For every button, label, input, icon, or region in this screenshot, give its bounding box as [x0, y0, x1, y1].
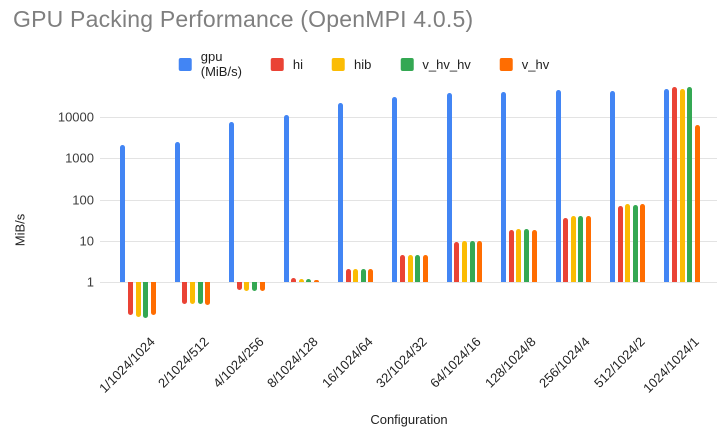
bar[interactable]: [469, 240, 475, 282]
legend-swatch-icon: [499, 57, 513, 71]
bar[interactable]: [555, 89, 561, 282]
legend-label: v_hv_hv: [422, 56, 471, 72]
bar[interactable]: [298, 278, 304, 282]
gridline: [100, 240, 717, 242]
bar[interactable]: [422, 255, 428, 282]
bar[interactable]: [531, 230, 537, 282]
bar[interactable]: [251, 282, 257, 292]
bar[interactable]: [189, 282, 195, 305]
bar[interactable]: [353, 269, 359, 282]
bar[interactable]: [523, 229, 529, 282]
bar[interactable]: [174, 142, 180, 282]
bar[interactable]: [236, 282, 242, 290]
x-axis-label: 128/1024/8: [481, 334, 539, 391]
bar[interactable]: [345, 268, 351, 282]
bar[interactable]: [120, 145, 126, 282]
bar[interactable]: [259, 282, 265, 291]
x-axis-label: 4/1024/256: [209, 334, 267, 391]
y-tick-label: 1000: [65, 150, 94, 166]
bar[interactable]: [632, 204, 638, 282]
bar[interactable]: [694, 124, 700, 282]
legend-item-gpu-mib-s-[interactable]: gpu (MiB/s): [178, 49, 242, 79]
x-axis-label: 512/1024/2: [590, 334, 648, 391]
bar[interactable]: [368, 268, 374, 282]
y-tick-label: 100: [72, 192, 94, 208]
bar[interactable]: [291, 278, 297, 282]
bar[interactable]: [399, 254, 405, 282]
bar[interactable]: [446, 93, 452, 282]
bar[interactable]: [283, 114, 289, 282]
bar[interactable]: [617, 205, 623, 282]
bar[interactable]: [687, 87, 693, 282]
bar[interactable]: [135, 282, 141, 318]
legend-swatch-icon: [400, 57, 414, 71]
y-tick-label: 10000: [57, 109, 94, 125]
bar[interactable]: [585, 215, 591, 282]
legend-label: v_hv: [521, 56, 550, 72]
legend-label: hib: [354, 56, 372, 72]
x-axis-label: 32/1024/32: [372, 334, 430, 391]
legend-item-hi[interactable]: hi: [270, 56, 304, 72]
bar[interactable]: [625, 204, 631, 282]
bar[interactable]: [306, 279, 312, 282]
bar[interactable]: [392, 97, 398, 282]
x-axis-label: 8/1024/128: [264, 334, 321, 391]
gridline: [100, 158, 717, 160]
bar[interactable]: [516, 229, 522, 282]
legend: gpu (MiB/s) hi hib v_hv_hv v_hv: [178, 49, 550, 79]
bar[interactable]: [563, 218, 569, 282]
bar[interactable]: [664, 88, 670, 282]
bar[interactable]: [671, 87, 677, 282]
bar[interactable]: [143, 282, 149, 318]
bar[interactable]: [407, 255, 413, 282]
bar[interactable]: [127, 282, 133, 315]
bar[interactable]: [508, 230, 514, 282]
bar[interactable]: [313, 280, 319, 282]
bar[interactable]: [501, 91, 507, 282]
gridline: [100, 282, 717, 283]
gridline: [100, 199, 717, 201]
bar[interactable]: [360, 269, 366, 282]
bar[interactable]: [454, 241, 460, 282]
bar[interactable]: [477, 240, 483, 282]
bar[interactable]: [570, 216, 576, 282]
x-axis-label: 64/1024/16: [427, 334, 485, 391]
legend-item-v-hv[interactable]: v_hv: [499, 56, 550, 72]
y-tick-label: 1: [86, 274, 94, 290]
y-tick-label: 10: [79, 233, 94, 249]
legend-swatch-icon: [178, 57, 192, 71]
x-axis-label: 1/1024/1024: [95, 334, 158, 396]
bar[interactable]: [205, 282, 211, 306]
chart-title: GPU Packing Performance (OpenMPI 4.0.5): [13, 6, 474, 32]
legend-label: hi: [292, 56, 304, 72]
bar[interactable]: [244, 282, 250, 292]
bar[interactable]: [461, 241, 467, 282]
bar[interactable]: [679, 88, 685, 282]
legend-swatch-icon: [332, 57, 346, 71]
gridline: [100, 117, 717, 119]
x-axis-label: 256/1024/4: [536, 334, 593, 391]
bar[interactable]: [197, 282, 203, 305]
bar[interactable]: [337, 103, 343, 282]
bar[interactable]: [150, 282, 156, 316]
bar[interactable]: [640, 204, 646, 282]
x-axis-title: Configuration: [370, 412, 448, 427]
legend-swatch-icon: [270, 57, 284, 71]
x-axis-label: 2/1024/512: [155, 334, 213, 391]
bar[interactable]: [229, 121, 235, 282]
x-axis-label: 16/1024/64: [318, 334, 376, 391]
bar[interactable]: [578, 216, 584, 282]
x-axis-label: 1024/1024/1: [639, 334, 702, 396]
bar[interactable]: [415, 255, 421, 282]
legend-item-hib[interactable]: hib: [332, 57, 371, 72]
bar[interactable]: [609, 91, 615, 282]
legend-label: gpu (MiB/s): [200, 49, 242, 79]
legend-item-v-hv-hv[interactable]: v_hv_hv: [400, 56, 471, 72]
bar[interactable]: [182, 282, 188, 304]
